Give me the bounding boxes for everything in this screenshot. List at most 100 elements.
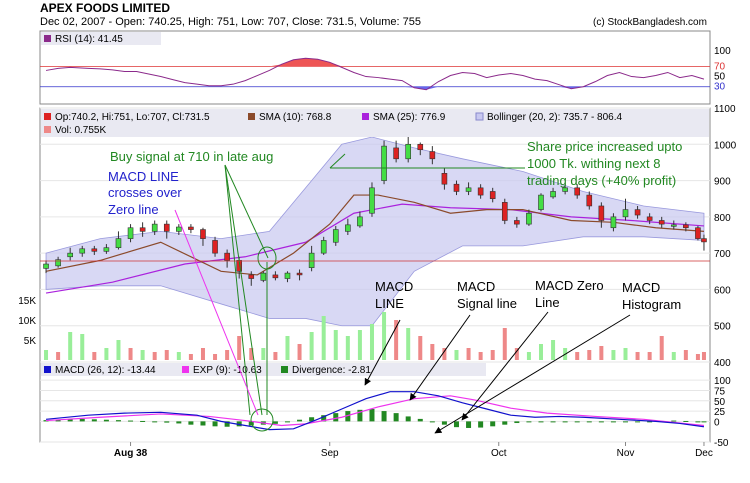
candle-body (429, 151, 436, 160)
candle-body (139, 227, 146, 232)
candle-body (477, 187, 484, 196)
histogram-bar (381, 411, 387, 422)
cross-point-circle (250, 408, 274, 432)
histogram-bar (502, 421, 508, 425)
candle-body (248, 274, 255, 279)
share-price-note-line1: Share price increased upto (527, 139, 682, 154)
volume-bar (514, 348, 519, 360)
volume-bar (406, 328, 411, 360)
volume-bar (442, 348, 447, 360)
candle-body (562, 187, 568, 192)
histogram-bar (212, 421, 218, 427)
candle-body (417, 143, 424, 151)
candle-body (103, 247, 110, 252)
volume-bar (466, 348, 471, 360)
volume-bar (430, 344, 435, 360)
buy-signal-line-b (224, 164, 263, 416)
volume-bar (623, 348, 628, 360)
x-tick-label: Sep (321, 448, 339, 459)
histogram-bar (200, 421, 206, 426)
candle-body (646, 216, 653, 221)
histogram-bar (441, 421, 447, 425)
candle-body (670, 224, 677, 227)
candle-body (538, 194, 544, 210)
volume-bar (394, 320, 399, 360)
volume-bar (176, 352, 181, 360)
macd-signal-label-1: MACD (457, 279, 495, 294)
candle-body (320, 240, 327, 254)
candle-body (284, 272, 291, 279)
candle-body (127, 227, 134, 239)
volume-bar (164, 350, 169, 360)
rsi-legend-swatch (44, 35, 51, 42)
candle-body (465, 187, 472, 192)
ohlc-legend: Op:740.2, Hi:751, Lo:707, Cl:731.5 (55, 112, 210, 123)
volume-bar (200, 348, 205, 360)
volume-bar (382, 312, 387, 360)
candle-body (224, 252, 230, 261)
candle-body (683, 224, 689, 229)
volume-bar (575, 352, 580, 360)
macd-hist-label-1: MACD (622, 280, 660, 295)
candle-body (308, 252, 315, 268)
volume-bar (659, 336, 664, 360)
histogram-bar (405, 416, 411, 422)
histogram-bar (321, 415, 327, 422)
candle-body (188, 226, 194, 230)
candle-body (501, 202, 508, 221)
rsi-panel (39, 30, 711, 105)
volume-bar (418, 336, 423, 360)
candle-body (441, 173, 448, 185)
volume-bar (309, 332, 314, 360)
histogram-bar (333, 413, 339, 422)
rsi-overbought-fill (46, 58, 704, 67)
buy-signal-line-a (224, 164, 251, 416)
volume-bar (538, 344, 543, 360)
histogram-bar (140, 420, 146, 422)
macd-hist-label-2: Histogram (622, 297, 681, 312)
volume-bar (44, 350, 49, 360)
volume-bar (68, 332, 73, 360)
rsi-line (45, 57, 705, 91)
histogram-bar (272, 421, 278, 424)
volume-bar (369, 324, 374, 360)
candle-body (79, 248, 86, 254)
volume-bar (490, 350, 495, 360)
volume-bar (285, 336, 290, 360)
volume-bar (683, 350, 688, 360)
divergence-legend: Divergence: -2.81 (292, 365, 371, 376)
candle-body (622, 209, 629, 218)
histogram-bar (164, 421, 170, 423)
ohlc-summary: Dec 02, 2007 - Open: 740.25, High: 751, … (40, 16, 421, 28)
candle-body (115, 238, 122, 248)
volume-bar (128, 348, 133, 360)
bollinger-legend: Bollinger (20, 2): 735.7 - 806.4 (487, 112, 623, 123)
volume-bar (237, 336, 242, 360)
divergence-legend-swatch (281, 366, 288, 373)
macd-tick-label: 100 (714, 376, 731, 387)
volume-bar (321, 316, 326, 360)
histogram-bar (236, 421, 242, 427)
zero-line-arrow (461, 311, 549, 421)
histogram-bar (357, 409, 363, 422)
candle-body (695, 227, 701, 239)
macd-line-label-2: LINE (375, 296, 404, 311)
candle-body (610, 216, 617, 229)
histogram-bar (297, 419, 303, 422)
rsi-tick-label: 50 (714, 72, 726, 83)
histogram-bar (115, 420, 121, 422)
vol-legend: Vol: 0.755K (55, 125, 106, 136)
signal-line-arrow (409, 314, 471, 401)
volume-tick-label: 10K (18, 316, 36, 327)
macd-line-arrow (364, 319, 401, 386)
candle-body (67, 252, 73, 258)
candle-body (598, 205, 605, 221)
histogram-arrow (434, 314, 631, 434)
grid (40, 107, 710, 443)
price-tick-label: 500 (714, 322, 731, 333)
volume-bar (152, 352, 157, 360)
histogram-bar (635, 421, 641, 423)
volume-bar (80, 334, 85, 360)
candle-body (514, 220, 520, 225)
